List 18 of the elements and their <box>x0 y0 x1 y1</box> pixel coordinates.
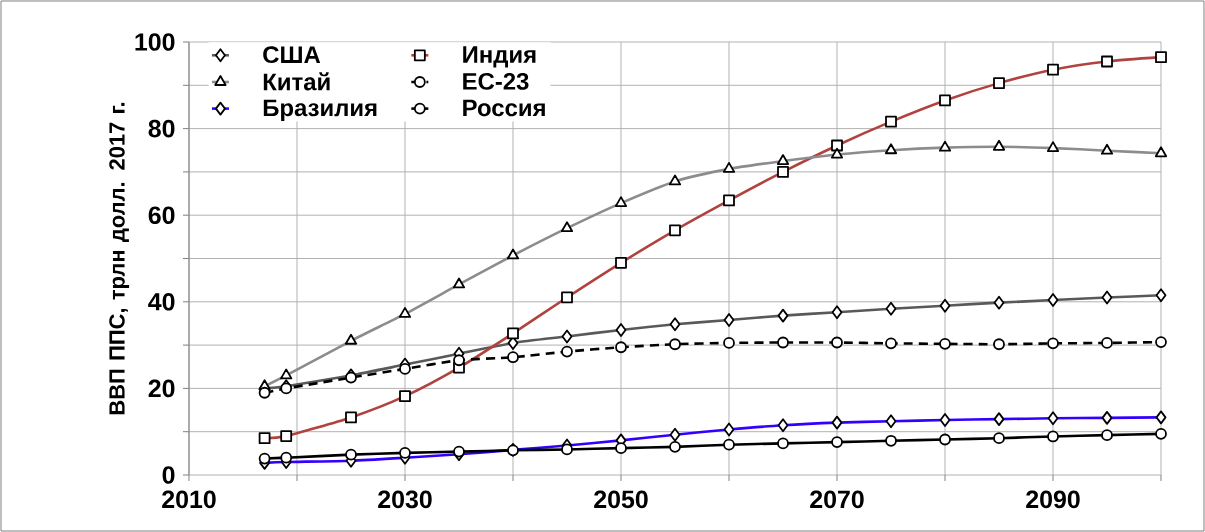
y-tick-label: 40 <box>148 292 175 311</box>
y-tick-label: 100 <box>135 33 175 51</box>
legend-label: Бразилия <box>263 99 377 122</box>
legend-label: Индия <box>463 46 536 68</box>
x-tick-label: 2010 <box>162 490 216 509</box>
x-tick-label: 2050 <box>594 490 648 509</box>
legend-label: США <box>263 46 321 64</box>
y-axis-title: ВВП ППС, трлн долл. 2017 г. <box>109 102 130 415</box>
y-tick-label: 60 <box>148 206 175 225</box>
legend-label: ЕС-23 <box>463 72 529 90</box>
y-tick-label: 0 <box>162 466 175 484</box>
legend-label: Китай <box>263 72 330 91</box>
y-tick-label: 20 <box>148 379 175 398</box>
legend-label: Россия <box>463 99 545 117</box>
x-tick-label: 2070 <box>810 490 864 509</box>
x-tick-label: 2030 <box>378 490 432 509</box>
x-tick-label: 2090 <box>1026 490 1080 509</box>
y-tick-label: 80 <box>148 119 175 138</box>
